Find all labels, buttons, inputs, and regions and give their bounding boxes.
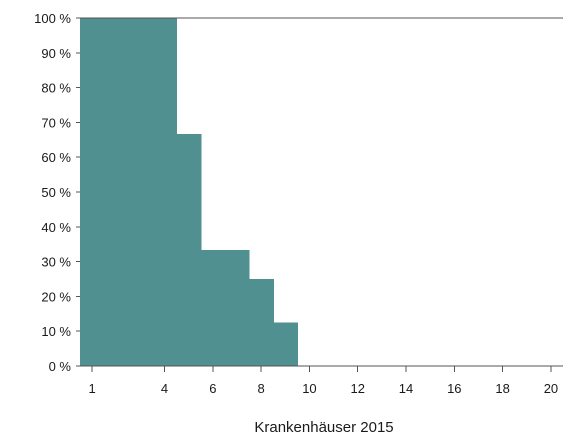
bar-x-2 bbox=[104, 18, 129, 366]
y-tick-label-70: 70 % bbox=[41, 115, 71, 130]
y-tick-label-20: 20 % bbox=[41, 289, 71, 304]
y-tick-label-10: 10 % bbox=[41, 324, 71, 339]
y-tick-label-30: 30 % bbox=[41, 255, 71, 270]
x-tick-label-12: 12 bbox=[350, 381, 364, 396]
bar-x-1 bbox=[80, 18, 105, 366]
plot-area bbox=[80, 18, 298, 366]
x-tick-label-20: 20 bbox=[544, 381, 558, 396]
bar-x-5 bbox=[176, 133, 202, 366]
bar-x-7 bbox=[224, 250, 250, 366]
bar-x-6 bbox=[200, 250, 226, 366]
x-tick-label-1: 1 bbox=[88, 381, 95, 396]
x-tick-label-8: 8 bbox=[258, 381, 265, 396]
x-tick-label-6: 6 bbox=[209, 381, 216, 396]
axes-layer bbox=[80, 17, 563, 367]
x-tick-label-18: 18 bbox=[495, 381, 509, 396]
x-axis-title: Krankenhäuser 2015 bbox=[254, 419, 393, 436]
x-tick-label-4: 4 bbox=[161, 381, 168, 396]
y-tick-label-90: 90 % bbox=[41, 46, 71, 61]
bar-x-9 bbox=[273, 322, 298, 366]
y-tick-label-100: 100 % bbox=[34, 11, 71, 26]
y-tick-label-0: 0 % bbox=[49, 359, 72, 374]
x-tick-label-16: 16 bbox=[447, 381, 461, 396]
bar-x-3 bbox=[128, 18, 154, 366]
bar-x-8 bbox=[249, 279, 274, 366]
y-tick-label-40: 40 % bbox=[41, 220, 71, 235]
x-tick-label-14: 14 bbox=[399, 381, 413, 396]
y-tick-label-50: 50 % bbox=[41, 185, 71, 200]
y-tick-label-80: 80 % bbox=[41, 81, 71, 96]
y-tick-label-60: 60 % bbox=[41, 150, 71, 165]
ticks-layer: 0 % 10 % 20 % 30 % 40 % 50 % 60 % 70 % 80 % 90 % 1… bbox=[34, 11, 558, 396]
x-tick-label-10: 10 bbox=[302, 381, 316, 396]
bar-x-4 bbox=[152, 18, 178, 366]
